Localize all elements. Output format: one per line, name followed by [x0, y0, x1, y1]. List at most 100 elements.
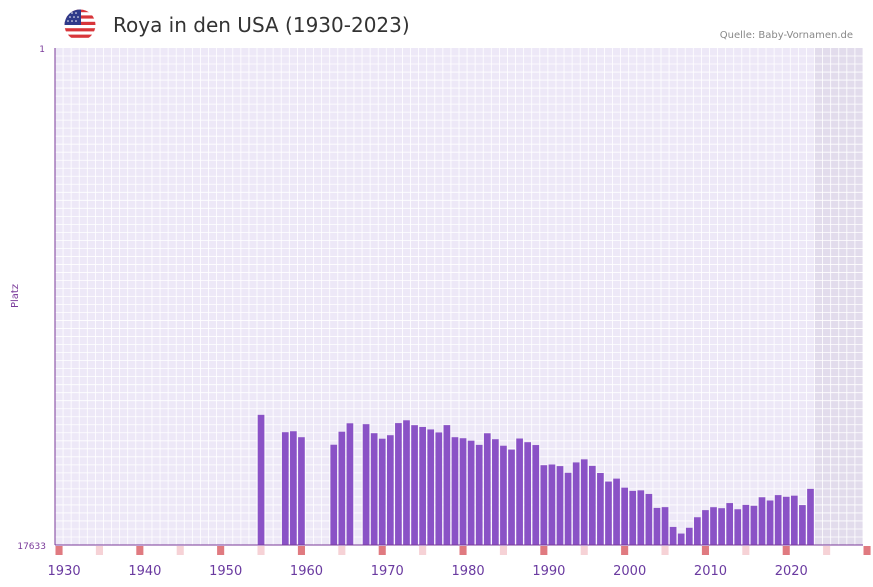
bar-1979 — [459, 438, 467, 545]
bar-2016 — [758, 497, 766, 545]
x-tick-label-1980: 1980 — [452, 564, 485, 579]
bar-2012 — [726, 503, 734, 545]
half-decade-marker-2024 — [823, 546, 831, 555]
bar-series — [257, 414, 814, 545]
bar-1991 — [556, 466, 564, 545]
bar-1996 — [597, 473, 604, 545]
bar-2002 — [645, 493, 653, 545]
usa-flag-icon — [64, 9, 96, 41]
half-decade-marker-1944 — [176, 546, 184, 555]
half-decade-marker-2004 — [661, 546, 669, 555]
x-tick-label-1950: 1950 — [209, 564, 242, 579]
decade-marker-1929 — [55, 546, 63, 555]
bar-1954 — [257, 414, 265, 545]
decade-marker-1949 — [217, 546, 225, 555]
bar-1988 — [532, 445, 540, 545]
grid-lines — [54, 48, 864, 545]
x-tick-label-2020: 2020 — [775, 564, 808, 579]
bar-2014 — [742, 504, 750, 545]
bar-1971 — [395, 423, 402, 545]
bar-1963 — [330, 444, 338, 545]
y-tick-label-bottom: 17633 — [17, 542, 46, 552]
bar-2008 — [694, 517, 701, 545]
decade-marker-1999 — [621, 546, 629, 555]
decade-marker-2019 — [782, 546, 790, 555]
x-tick-label-1930: 1930 — [48, 564, 81, 579]
bar-1985 — [508, 449, 515, 545]
bar-2003 — [653, 507, 661, 545]
bar-1987 — [524, 442, 532, 545]
bar-2017 — [766, 500, 774, 545]
half-decade-marker-1984 — [499, 546, 507, 555]
y-axis-label: Platz — [10, 284, 21, 308]
bar-1978 — [451, 437, 459, 545]
decade-marker-1969 — [378, 546, 386, 555]
bar-1967 — [362, 424, 370, 545]
x-tick-label-2010: 2010 — [694, 564, 727, 579]
bar-1993 — [572, 462, 580, 545]
decade-marker-1989 — [540, 546, 548, 555]
bar-1964 — [338, 431, 346, 545]
bar-1970 — [386, 435, 394, 545]
bar-1975 — [427, 429, 435, 545]
half-decade-marker-2014 — [742, 546, 750, 555]
bar-2001 — [637, 490, 645, 545]
bar-2010 — [710, 507, 717, 545]
bar-1976 — [435, 432, 443, 545]
bar-1995 — [588, 465, 596, 545]
bar-2004 — [661, 507, 669, 545]
bar-1969 — [378, 438, 386, 545]
bar-1959 — [298, 437, 305, 545]
half-decade-marker-1964 — [338, 546, 346, 555]
bar-2007 — [685, 527, 693, 545]
source-credit: Quelle: Baby-Vornamen.de — [719, 30, 853, 41]
decade-marker-1939 — [136, 546, 144, 555]
half-decade-marker-1934 — [95, 546, 103, 555]
bar-2013 — [734, 509, 742, 545]
bar-1965 — [346, 423, 354, 545]
bar-2021 — [799, 505, 806, 545]
bar-2005 — [669, 526, 677, 545]
x-tick-label-1990: 1990 — [532, 564, 565, 579]
x-tick-labels: 1930 1940 1950 1960 1970 1980 1990 2000 2010 2020 — [48, 564, 808, 579]
bar-1968 — [370, 433, 378, 545]
x-tick-label-1970: 1970 — [371, 564, 404, 579]
bar-1999 — [621, 487, 628, 545]
bar-1997 — [605, 481, 612, 545]
bar-1977 — [443, 425, 451, 545]
bar-2022 — [807, 488, 814, 545]
x-tick-label-1960: 1960 — [290, 564, 323, 579]
chart-title: Roya in den USA (1930-2023) — [113, 13, 410, 37]
x-tick-label-2000: 2000 — [613, 564, 646, 579]
bar-1984 — [500, 445, 507, 545]
bar-2018 — [774, 495, 782, 545]
bar-1990 — [548, 464, 556, 545]
bar-1980 — [467, 440, 475, 545]
bar-1972 — [403, 420, 410, 545]
decade-marker-2009 — [701, 546, 709, 555]
bar-1992 — [564, 472, 572, 545]
half-decade-marker-1974 — [419, 546, 427, 555]
bar-1986 — [516, 438, 523, 545]
bar-1982 — [483, 433, 491, 545]
year-markers — [55, 546, 871, 555]
decade-marker-1979 — [459, 546, 467, 555]
bar-1957 — [281, 432, 289, 545]
bar-2009 — [702, 510, 709, 545]
bar-1998 — [613, 478, 620, 545]
bar-2011 — [718, 508, 725, 545]
y-tick-label-top: 1 — [39, 45, 45, 55]
decade-marker-2029 — [863, 546, 871, 555]
bar-1974 — [419, 426, 426, 545]
x-tick-label-1940: 1940 — [128, 564, 161, 579]
bar-1981 — [475, 444, 483, 545]
bar-2006 — [677, 533, 685, 545]
half-decade-marker-1994 — [580, 546, 588, 555]
bar-1989 — [540, 465, 548, 545]
half-decade-marker-1954 — [257, 546, 265, 555]
bar-1958 — [290, 431, 297, 545]
bar-1973 — [411, 425, 418, 545]
bar-2000 — [629, 490, 637, 545]
bar-2015 — [750, 505, 758, 545]
